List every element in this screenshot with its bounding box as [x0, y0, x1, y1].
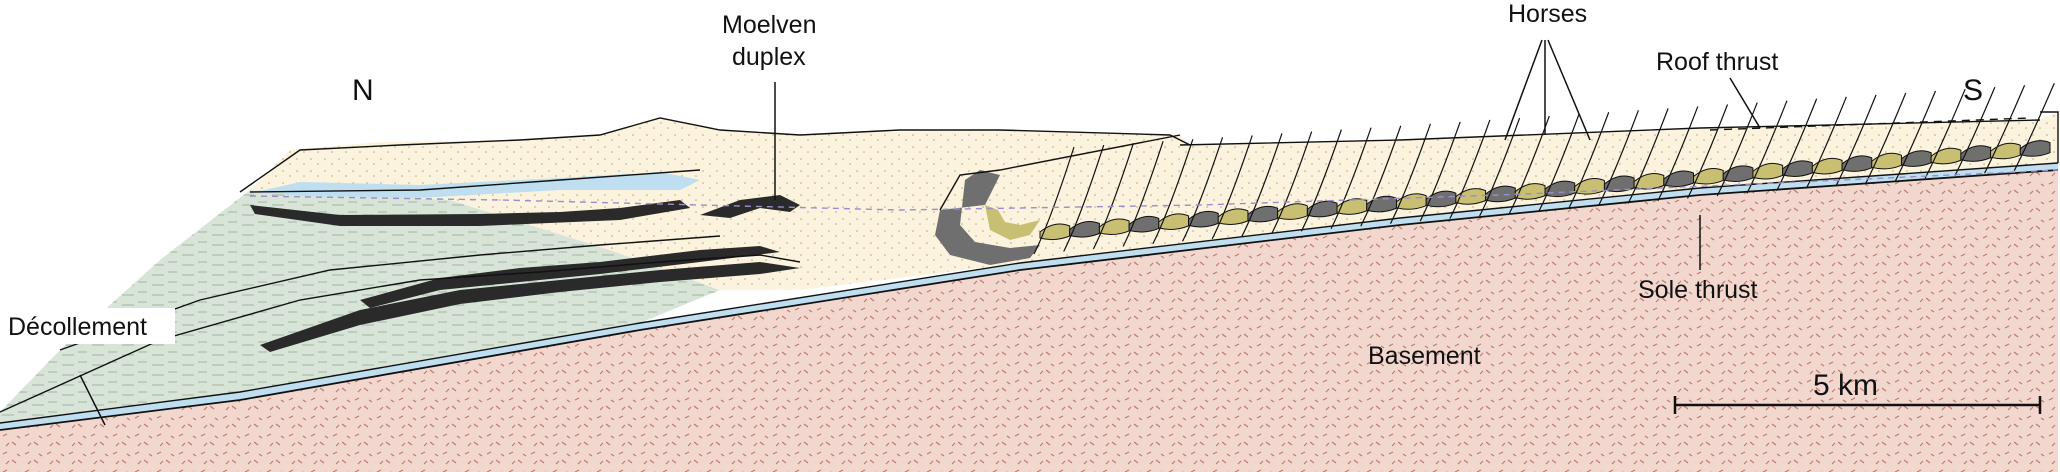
scale-label: 5 km — [1813, 369, 1878, 402]
horse-thrust-line — [1271, 131, 1313, 235]
horse-thrust-line — [1211, 135, 1253, 240]
horse-lens — [1128, 215, 1160, 233]
horse-lens — [1752, 162, 1784, 180]
roof-thrust-dashed — [1709, 117, 2031, 131]
horse-lens — [1188, 210, 1219, 228]
moelven-label-line2: duplex — [732, 43, 806, 71]
horse-thrust-line — [1657, 106, 1699, 202]
basement-label: Basement — [1368, 342, 1481, 370]
horse-thrust-line — [1835, 94, 1877, 187]
horse-thrust-line — [1746, 100, 1788, 194]
horse-lens — [1900, 150, 1932, 167]
roof-thrust-label: Roof thrust — [1656, 48, 1778, 76]
horse-thrust-line — [1627, 108, 1669, 204]
decollement-layer — [0, 163, 2058, 430]
thrust-fault-lines — [0, 111, 2059, 431]
horse-lens — [1663, 170, 1695, 188]
horse-thrust-line — [1479, 117, 1521, 217]
horse-thrust-line — [1419, 121, 1461, 222]
horse-lens — [1514, 183, 1546, 200]
horse-thrust-line — [1330, 127, 1372, 230]
horse-lens — [1930, 147, 1962, 165]
horse-lens — [1277, 203, 1308, 220]
large-horse-fold — [935, 170, 1040, 265]
horse-lens — [1960, 145, 1992, 162]
horse-thrust-line — [1300, 129, 1342, 232]
horse-lens — [1039, 223, 1071, 241]
horse-lens — [1871, 152, 1902, 170]
decollement-label-bg — [0, 308, 175, 344]
decollement-label: Décollement — [8, 313, 147, 341]
horse-thrust-line — [1122, 141, 1164, 247]
horse-thrust-line — [1776, 98, 1818, 192]
horse-lens — [1603, 175, 1635, 193]
horses-label: Horses — [1508, 0, 1587, 28]
sole-thrust-label: Sole thrust — [1638, 276, 1758, 304]
horse-thrust-line — [1181, 137, 1224, 242]
scale-bar — [1673, 396, 2042, 414]
dashed-marker-line — [249, 169, 2059, 211]
horse-lens — [1990, 142, 2021, 160]
horse-lens — [1485, 185, 1516, 203]
horse-lens — [1366, 195, 1397, 213]
horse-lens — [1811, 157, 1843, 175]
horse-lens — [1693, 167, 1724, 185]
horse-thrust-line — [1597, 110, 1639, 207]
horse-lens — [2019, 140, 2051, 157]
horse-lens — [1841, 155, 1873, 172]
horse-thrust-line — [1449, 119, 1491, 219]
horse-thrust-line — [1033, 146, 1075, 255]
horse-thrust-line — [1984, 84, 2026, 174]
horse-lens — [1098, 218, 1130, 236]
horse-lens — [1782, 160, 1813, 177]
south-label: S — [1963, 74, 1983, 107]
horse-thrust-line — [2013, 83, 2055, 171]
horse-thrust-line — [1063, 144, 1105, 252]
horse-thrust-line — [1805, 96, 1847, 189]
shale-wedge — [0, 190, 720, 423]
horses-stack — [1033, 83, 2055, 255]
horse-thrust-line — [1241, 133, 1283, 237]
leader-lines — [79, 39, 1761, 426]
horse-thrust-line — [1686, 104, 1729, 199]
horse-thrust-line — [1152, 139, 1194, 245]
basement-unit — [0, 170, 2058, 472]
horse-thrust-line — [1389, 123, 1432, 224]
horse-lens — [1425, 190, 1457, 208]
horse-lens — [1247, 205, 1279, 223]
horse-lens — [1217, 208, 1249, 225]
horse-lens — [1069, 221, 1100, 238]
north-label: N — [352, 74, 374, 107]
horse-thrust-line — [1954, 86, 1996, 176]
moelven-label-line1: Moelven — [722, 11, 817, 39]
horse-lens — [1158, 213, 1190, 230]
horse-lens — [1306, 200, 1338, 218]
sandstone-cover — [250, 112, 2058, 290]
horse-lens — [1722, 165, 1754, 183]
horse-lens — [1336, 198, 1368, 215]
